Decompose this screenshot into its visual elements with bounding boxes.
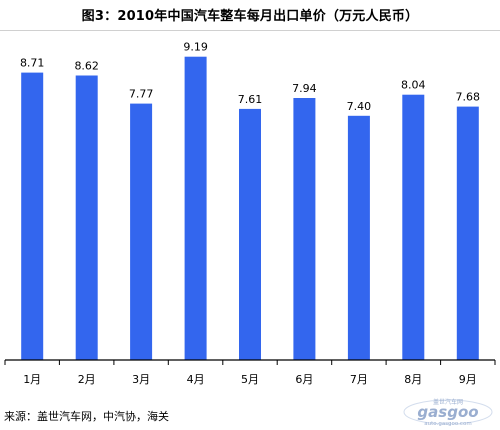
value-label-9: 7.68 — [456, 91, 481, 104]
bar-6 — [293, 98, 316, 360]
bar-7 — [347, 115, 370, 360]
value-label-6: 7.94 — [292, 82, 317, 95]
x-tick-label-1: 1月 — [23, 373, 41, 386]
x-tick-label-2: 2月 — [78, 373, 96, 386]
bars-layer — [21, 56, 479, 361]
svg-text:gasgoo: gasgoo — [417, 403, 478, 421]
source-note: 来源：盖世汽车网，中汽协，海关 — [4, 410, 169, 423]
x-tick-label-7: 7月 — [350, 373, 368, 386]
x-tick-label-5: 5月 — [241, 373, 259, 386]
bar-8 — [402, 94, 425, 360]
bar-3 — [130, 103, 153, 360]
bar-5 — [239, 108, 261, 361]
chart-title: 图3：2010年中国汽车整车每月出口单价（万元人民币） — [81, 9, 419, 24]
value-label-3: 7.77 — [129, 88, 154, 101]
gasgoo-watermark-logo: 盖世汽车网 gasgoo auto.gasgoo.com — [403, 398, 493, 427]
value-label-1: 8.71 — [20, 57, 45, 70]
value-label-7: 7.40 — [347, 100, 372, 113]
bar-9 — [456, 106, 479, 360]
x-axis-layer: 1月 2月 3月 4月 5月 6月 7月 8月 9月 — [4, 359, 496, 386]
x-tick-label-9: 9月 — [459, 373, 477, 386]
svg-text:盖世汽车网: 盖世汽车网 — [433, 398, 463, 406]
svg-text:auto.gasgoo.com: auto.gasgoo.com — [424, 421, 471, 427]
title-divider — [0, 30, 500, 31]
value-label-4: 9.19 — [183, 41, 208, 54]
value-label-2: 8.62 — [74, 60, 99, 73]
x-tick-label-6: 6月 — [295, 373, 313, 386]
bar-4 — [184, 56, 207, 360]
value-label-8: 8.04 — [401, 79, 426, 92]
value-label-5: 7.61 — [238, 93, 263, 106]
bar-1 — [21, 72, 44, 360]
x-tick-label-8: 8月 — [404, 373, 422, 386]
bar-2 — [75, 75, 98, 360]
x-tick-label-3: 3月 — [132, 373, 150, 386]
x-tick-label-4: 4月 — [187, 373, 205, 386]
value-labels-layer: 8.71 8.62 7.77 9.19 7.61 7.94 7.40 8.04 7.68 — [20, 41, 480, 113]
